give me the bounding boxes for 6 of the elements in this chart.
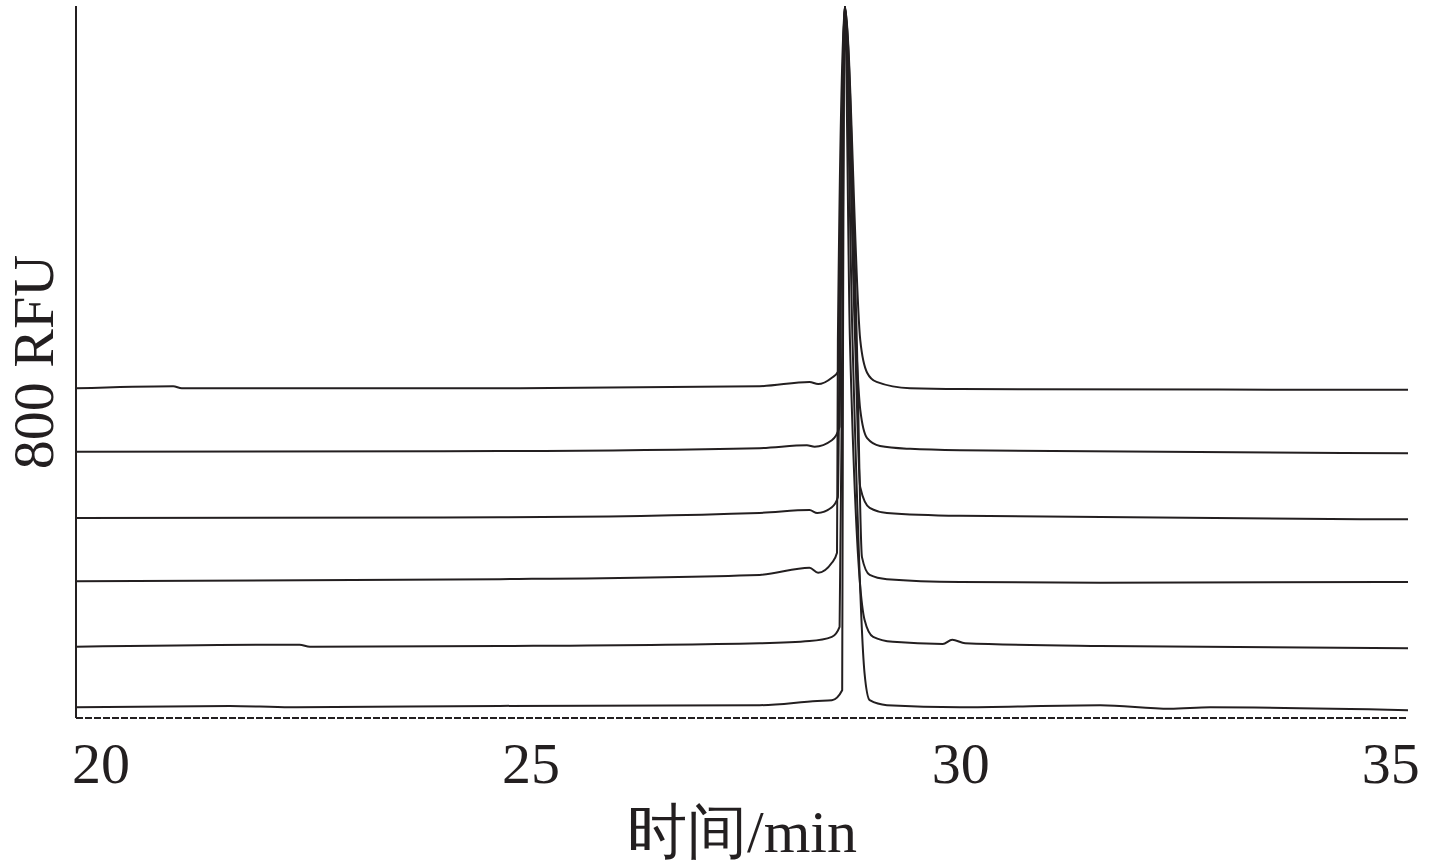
y-axis-title: 800 RFU — [1, 254, 66, 470]
x-tick-label: 25 — [501, 731, 560, 797]
x-axis-title: 时间/min — [626, 799, 858, 865]
x-tick-label: 30 — [931, 731, 990, 797]
x-tick-label: 35 — [1361, 731, 1420, 797]
x-tick-label: 20 — [71, 731, 130, 797]
